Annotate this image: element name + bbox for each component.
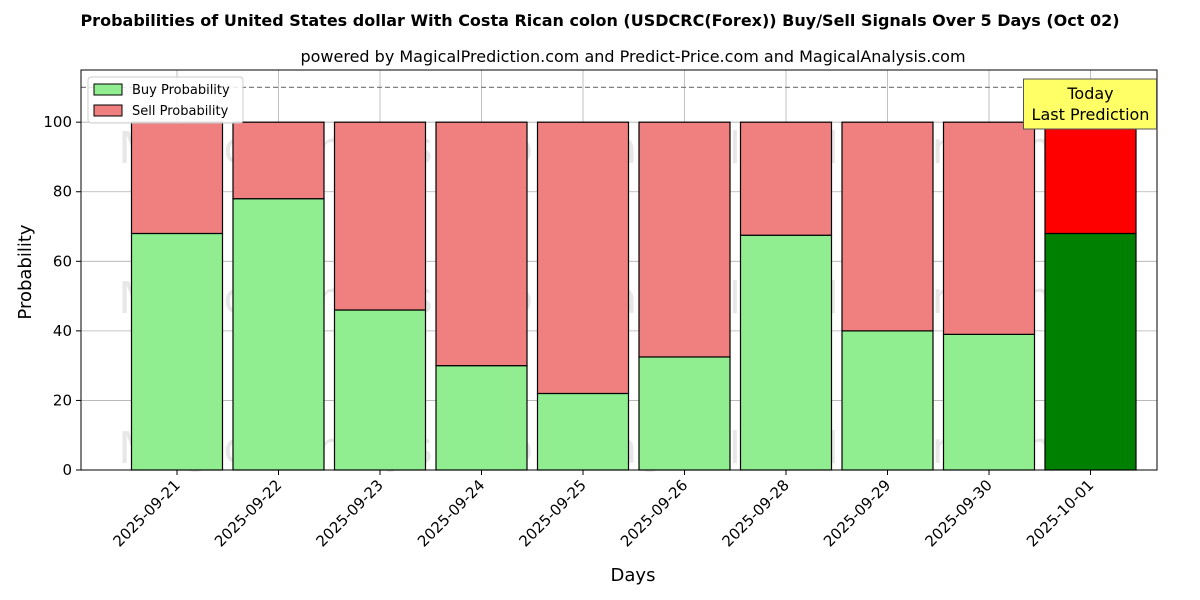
- y-tick-label: 20: [53, 391, 72, 409]
- x-tick-label: 2025-09-26: [617, 476, 691, 550]
- buy-bar: [130, 232, 224, 471]
- legend-box: [87, 76, 244, 124]
- sell-bar: [232, 121, 325, 200]
- buy-bar: [1044, 232, 1137, 471]
- sell-bar: [942, 121, 1036, 335]
- x-tick-label: 2025-10-01: [1023, 476, 1097, 550]
- annotation-text: Last Prediction: [1032, 105, 1150, 124]
- legend-label: Buy Probability: [132, 83, 230, 98]
- x-tick-label: 2025-09-23: [312, 476, 386, 550]
- y-tick-label: 60: [53, 252, 72, 270]
- y-tick-label: 0: [62, 461, 72, 479]
- y-tick-label: 100: [43, 113, 72, 131]
- sell-bar: [130, 121, 224, 235]
- x-tick-label: 2025-09-30: [921, 476, 995, 550]
- y-axis-label: Probability: [15, 224, 36, 319]
- today-annotation: Today Last Prediction: [1023, 78, 1157, 130]
- sell-bar: [638, 121, 731, 358]
- sell-bar: [739, 121, 833, 236]
- legend-swatch: [93, 83, 123, 96]
- annotation-text: Today: [1066, 84, 1113, 103]
- x-tick-label: 2025-09-25: [515, 476, 589, 550]
- x-tick-label: 2025-09-24: [414, 476, 488, 550]
- buy-bar: [638, 356, 731, 471]
- legend: Buy Probability Sell Probability: [87, 76, 244, 124]
- buy-bar: [435, 365, 528, 471]
- x-tick-label: 2025-09-21: [109, 476, 183, 550]
- plot-frame: [80, 69, 1158, 471]
- y-tick-label: 40: [53, 322, 72, 340]
- bars: [81, 86, 1157, 471]
- buy-bar: [333, 309, 427, 471]
- buy-bar: [232, 198, 325, 471]
- sell-bar: [536, 121, 630, 395]
- sell-bar: [333, 121, 427, 311]
- buy-bar: [942, 333, 1036, 471]
- legend-swatch: [93, 104, 123, 117]
- chart-title: Probabilities of United States dollar Wi…: [80, 11, 1119, 30]
- chart-subtitle: powered by MagicalPrediction.com and Pre…: [300, 47, 965, 66]
- x-tick-label: 2025-09-28: [718, 476, 792, 550]
- buy-bar: [841, 330, 934, 471]
- y-tick-label: 80: [53, 183, 72, 201]
- buy-bar: [536, 392, 630, 471]
- sell-bar: [1044, 121, 1137, 235]
- legend-label: Sell Probability: [132, 104, 229, 119]
- annotation-box: [1023, 78, 1157, 130]
- x-tick-label: 2025-09-22: [211, 476, 285, 550]
- sell-bar: [435, 121, 528, 367]
- x-axis-label: Days: [611, 565, 656, 586]
- sell-bar: [841, 121, 934, 332]
- buy-bar: [739, 234, 833, 471]
- x-tick-label: 2025-09-29: [820, 476, 894, 550]
